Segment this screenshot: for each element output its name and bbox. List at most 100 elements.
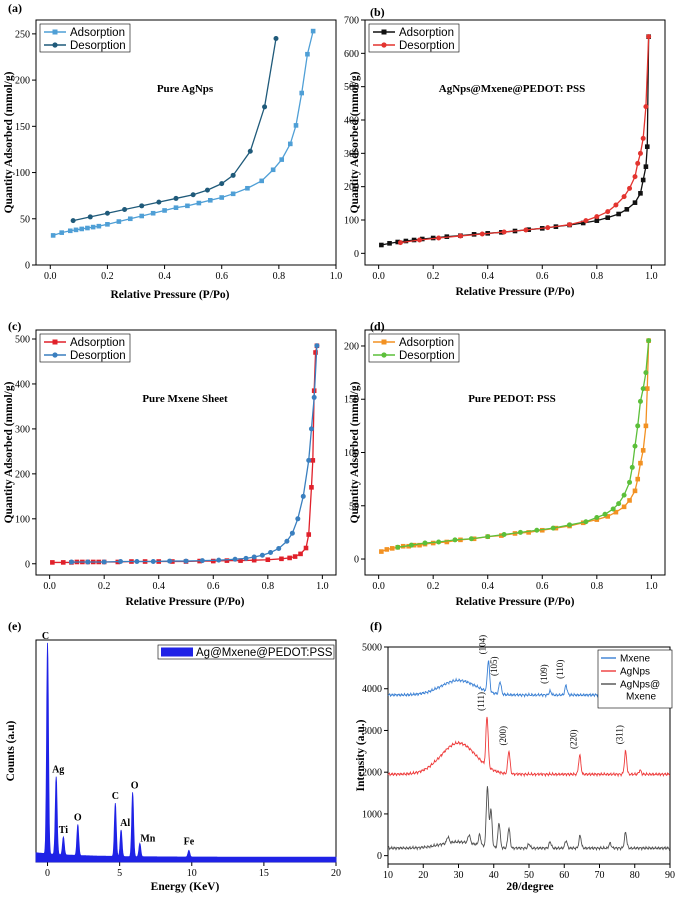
data-point: [395, 544, 401, 550]
x-axis-label: Relative Pressure (P/Po): [110, 289, 229, 301]
data-point: [594, 214, 600, 220]
data-point: [602, 511, 608, 517]
data-point: [60, 560, 66, 565]
xrd-pattern-2: [387, 786, 671, 852]
y-tick-label: 200: [15, 469, 30, 480]
data-point: [627, 498, 632, 503]
y-tick-label: 600: [344, 49, 359, 60]
plot-frame-a: [35, 19, 337, 266]
data-point: [379, 242, 384, 248]
data-point: [517, 529, 523, 535]
data-point: [122, 207, 128, 213]
data-point: [411, 237, 417, 243]
data-point: [279, 556, 284, 562]
xrd-pattern-0: [387, 660, 606, 699]
y-tick-label: 100: [15, 168, 30, 179]
plot-frame-b: [364, 19, 666, 266]
data-point: [273, 35, 279, 41]
data-point: [637, 398, 643, 404]
data-point: [306, 457, 312, 463]
data-point: [232, 556, 238, 562]
data-point: [243, 555, 249, 561]
y-tick-label: 300: [344, 149, 359, 160]
eds-spectrum: [35, 642, 337, 863]
peak-index-label: (110): [555, 660, 565, 679]
data-point: [279, 157, 285, 162]
plot-frame-c: [35, 329, 337, 576]
y-tick-label: 250: [15, 29, 30, 40]
x-tick-label: 0.2: [427, 271, 440, 282]
data-point: [567, 522, 573, 528]
data-point: [613, 509, 619, 515]
y-axis-label: Intensity (a.u.): [355, 719, 367, 791]
legend-marker: [52, 29, 58, 35]
data-point: [199, 558, 205, 564]
data-point: [185, 203, 190, 209]
legend-box: [157, 644, 335, 660]
eds-peak-label: Fe: [184, 836, 195, 847]
panel-annotation: Pure AgNps: [157, 83, 214, 95]
x-tick-label: 0.6: [207, 581, 220, 592]
y-tick-label: 5000: [362, 643, 382, 654]
x-tick-label: 20: [418, 870, 428, 881]
x-tick-label: 0.4: [152, 581, 165, 592]
data-point: [101, 559, 107, 565]
x-tick-label: 0.6: [215, 271, 228, 282]
data-point: [311, 394, 317, 400]
data-point: [219, 181, 225, 187]
xrd-pattern-1: [387, 716, 671, 778]
data-point: [403, 238, 409, 244]
x-tick-label: 0.2: [98, 581, 111, 592]
peak-index-label: (105): [489, 657, 499, 676]
legend-marker: [52, 339, 58, 345]
x-tick-label: 0: [45, 868, 50, 879]
y-tick-label: 150: [344, 395, 359, 406]
data-point: [284, 538, 290, 544]
x-tick-label: 20: [331, 868, 341, 879]
y-tick-label: 500: [344, 82, 359, 93]
data-point: [616, 501, 622, 507]
x-tick-label: 50: [524, 870, 534, 881]
y-tick-label: 200: [15, 76, 30, 87]
peak-index-label: (200): [498, 726, 508, 746]
legend-label: AgNps: [620, 667, 650, 678]
data-point: [644, 386, 650, 391]
data-point: [637, 150, 643, 156]
data-point: [640, 448, 646, 453]
data-point: [594, 514, 600, 520]
data-point: [251, 554, 257, 560]
data-point: [638, 191, 643, 196]
panel-annotation: Pure Mxene Sheet: [142, 393, 228, 405]
data-point: [379, 549, 384, 554]
data-point: [173, 205, 179, 210]
y-tick-label: 2000: [362, 768, 382, 779]
x-tick-label: 0.6: [536, 581, 549, 592]
peak-index-label: (220): [569, 730, 579, 750]
y-axis-label: Quantity Adsorbed (mmol/g): [349, 71, 361, 213]
data-point: [605, 209, 611, 215]
legend-label-desorption: Desorption: [70, 350, 126, 362]
data-point: [287, 555, 292, 561]
data-point: [310, 458, 316, 463]
legend-label-desorption: Desorption: [399, 350, 455, 362]
y-axis-label: Quantity Adsorbed (mmol/g): [3, 71, 15, 213]
data-point: [298, 551, 303, 557]
eds-peak-label: Ag: [52, 765, 64, 776]
y-tick-label: 0: [25, 261, 30, 272]
data-point: [638, 460, 643, 466]
data-point: [627, 185, 633, 191]
y-tick-label: 400: [15, 379, 30, 390]
data-point: [419, 236, 425, 242]
legend-label-adsorption: Adsorption: [399, 337, 454, 349]
series-line-desorption: [400, 36, 650, 244]
data-point: [485, 534, 491, 540]
data-point: [605, 215, 611, 220]
data-point: [417, 237, 423, 243]
panel-c: (c) 0.0 0.2 0.4 0.6 0.8 1.0 0 100 200 300 400 500 Rel…: [3, 319, 337, 608]
data-point: [259, 178, 265, 184]
peak-index-label: (104): [477, 635, 487, 655]
data-point: [640, 177, 646, 183]
y-tick-label: 400: [344, 116, 359, 127]
panel-label-e: (e): [8, 619, 21, 633]
